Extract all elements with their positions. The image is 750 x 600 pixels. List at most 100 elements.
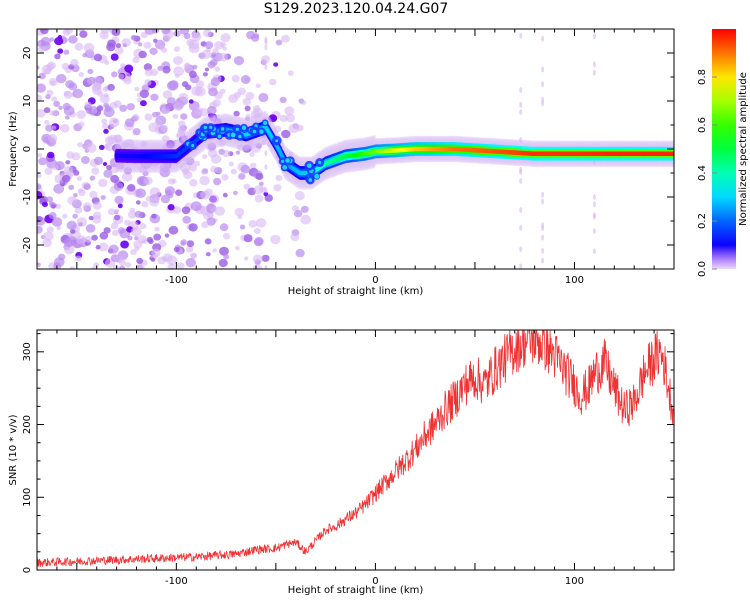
streak-blob: [519, 246, 523, 253]
noise-blob: [99, 231, 109, 240]
y-tick-label: 300: [22, 342, 33, 361]
noise-blob: [78, 72, 85, 77]
noise-blob: [185, 157, 195, 166]
noise-blob: [93, 211, 102, 220]
noise-blob: [189, 70, 197, 78]
noise-blob: [110, 174, 119, 183]
noise-blob: [234, 207, 245, 217]
y-tick-label: 200: [22, 415, 33, 434]
noise-blob: [222, 192, 228, 198]
noise-blob: [275, 39, 283, 46]
noise-blob: [48, 212, 57, 219]
streak-blob: [519, 207, 523, 213]
noise-blob: [218, 139, 226, 147]
noise-blob: [255, 142, 263, 149]
noise-blob: [113, 134, 122, 142]
noise-blob: [255, 83, 261, 89]
noise-blob: [300, 100, 307, 105]
noise-blob: [213, 177, 222, 186]
noise-blob: [175, 133, 181, 139]
streak-blob: [519, 178, 523, 184]
ridge-blob-core: [314, 173, 320, 179]
noise-blob: [103, 227, 111, 234]
noise-blob: [77, 142, 83, 148]
noise-blob: [168, 80, 179, 90]
noise-blob: [65, 160, 71, 165]
noise-blob: [139, 223, 147, 230]
noise-blob: [54, 37, 64, 46]
streak-blob: [592, 228, 596, 234]
noise-blob: [261, 140, 267, 146]
noise-blob: [54, 257, 65, 267]
noise-blob: [143, 176, 153, 185]
noise-blob: [143, 41, 152, 49]
spectrogram-image: [37, 29, 674, 269]
noise-blob: [61, 174, 71, 183]
noise-blob: [221, 174, 229, 181]
noise-blob: [37, 225, 43, 234]
noise-blob: [123, 167, 132, 175]
noise-blob: [173, 46, 181, 52]
streak-blob: [592, 61, 596, 68]
noise-blob: [131, 113, 140, 122]
noise-blob: [68, 184, 75, 190]
noise-blob: [106, 42, 116, 52]
noise-blob: [51, 204, 56, 209]
noise-blob: [63, 90, 73, 99]
noise-blob: [173, 66, 185, 77]
noise-blob: [188, 99, 194, 104]
noise-blob: [255, 218, 267, 228]
noise-blob: [284, 106, 295, 116]
noise-blob: [189, 164, 197, 172]
noise-blob: [270, 234, 281, 245]
noise-blob: [113, 264, 119, 269]
noise-blob: [180, 241, 186, 246]
noise-blob: [54, 53, 61, 60]
noise-blob: [259, 186, 267, 193]
y-axis-label: SNR (10 * v/v): [8, 414, 19, 485]
noise-blob: [124, 64, 134, 73]
noise-blob: [190, 252, 198, 259]
noise-blob: [139, 179, 145, 184]
noise-blob: [198, 108, 209, 117]
snr-frame: [36, 329, 675, 571]
noise-blob: [300, 214, 311, 225]
y-tick-label: 20: [22, 47, 33, 60]
noise-blob: [294, 191, 305, 201]
noise-blob: [281, 34, 290, 43]
noise-blob: [288, 151, 294, 157]
noise-blob: [250, 110, 261, 119]
x-tick-label: -100: [165, 576, 188, 587]
noise-blob: [161, 47, 168, 53]
noise-blob: [191, 86, 203, 96]
noise-blob: [173, 30, 181, 37]
noise-blob: [252, 264, 263, 269]
noise-blob: [281, 129, 291, 139]
noise-blob: [166, 97, 176, 106]
noise-blob: [104, 144, 111, 150]
colorbar-tick-label: 0.2: [697, 213, 708, 229]
noise-blob: [252, 254, 263, 264]
noise-blob: [231, 74, 240, 83]
noise-blob: [93, 262, 100, 268]
noise-blob: [87, 78, 94, 85]
colorbar-tick-label: 0.8: [697, 69, 708, 85]
noise-blob: [67, 233, 73, 238]
noise-blob: [181, 81, 189, 88]
noise-blob: [253, 227, 261, 235]
noise-blob: [100, 29, 110, 34]
noise-blob: [98, 144, 105, 150]
noise-blob: [132, 56, 140, 64]
noise-blob: [239, 224, 246, 230]
ridge-blob-core: [282, 165, 288, 170]
noise-blob: [206, 106, 217, 115]
noise-blob: [203, 29, 212, 38]
noise-blob: [161, 29, 171, 35]
noise-blob: [43, 231, 54, 241]
noise-blob: [206, 217, 216, 226]
noise-blob: [67, 196, 77, 205]
noise-blob: [177, 120, 186, 128]
noise-blob: [37, 262, 41, 267]
noise-blob: [132, 128, 141, 136]
